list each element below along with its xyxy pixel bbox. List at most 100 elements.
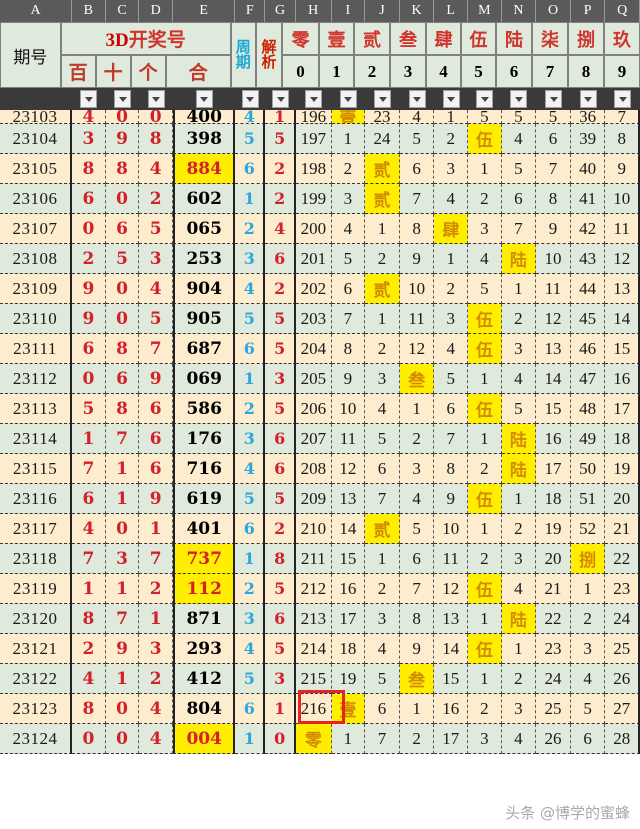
table-row[interactable]: 23115 7 1 6 716 4 6 208 12 6 3 8 2 陆 17 50 19	[0, 454, 640, 484]
chevron-down-icon[interactable]	[476, 90, 494, 108]
filter-dropdown-j[interactable]	[365, 88, 400, 110]
table-row[interactable]: 23123 8 0 4 804 6 1 216 壹 6 1 16 2 3 25 5 27	[0, 694, 640, 724]
table-row[interactable]: 23112 0 6 9 069 1 3 205 9 3 叁 5 1 4 14 47 16	[0, 364, 640, 394]
filter-dropdown-c[interactable]	[106, 88, 140, 110]
table-row[interactable]: 23116 6 1 9 619 5 5 209 13 7 4 9 伍 1 18 51 20	[0, 484, 640, 514]
filter-dropdown-d[interactable]	[139, 88, 173, 110]
chevron-down-icon[interactable]	[305, 90, 323, 108]
column-letter-i[interactable]: I	[332, 0, 366, 22]
chevron-down-icon[interactable]	[339, 90, 357, 108]
table-row[interactable]: 23107 0 6 5 065 2 4 200 4 1 8 肆 3 7 9 42 11	[0, 214, 640, 244]
cell-q: 27	[605, 694, 640, 724]
cell-q: 28	[605, 724, 640, 754]
chevron-down-icon[interactable]	[545, 90, 563, 108]
table-row[interactable]: 23121 2 9 3 293 4 5 214 18 4 9 14 伍 1 23 3 25	[0, 634, 640, 664]
column-letter-o[interactable]: O	[536, 0, 571, 22]
cell-o: 25	[536, 694, 571, 724]
filter-spacer-a	[0, 88, 72, 110]
column-letter-d[interactable]: D	[139, 0, 173, 22]
table-row[interactable]: 23117 4 0 1 401 6 2 210 14 贰 5 10 1 2 19 52 21	[0, 514, 640, 544]
cell-q: 18	[605, 424, 640, 454]
cell-period: 23117	[0, 514, 73, 544]
table-row[interactable]: 23119 1 1 2 112 2 5 212 16 2 7 12 伍 4 21 1 23	[0, 574, 640, 604]
column-letter-m[interactable]: M	[468, 0, 502, 22]
cell-zhouqi: 4	[235, 110, 266, 124]
chevron-down-icon[interactable]	[614, 90, 632, 108]
table-row[interactable]: 23105 8 8 4 884 6 2 198 2 贰 6 3 1 5 7 40 9	[0, 154, 640, 184]
cell-period: 23124	[0, 724, 73, 754]
filter-dropdown-f[interactable]	[235, 88, 265, 110]
cell-jiexi: 3	[265, 364, 297, 394]
filter-dropdown-h[interactable]	[296, 88, 332, 110]
table-row[interactable]: 23110 9 0 5 905 5 5 203 7 1 11 3 伍 2 12 45 14	[0, 304, 640, 334]
table-row[interactable]: 23109 9 0 4 904 4 2 202 6 贰 10 2 5 1 11 44 13	[0, 274, 640, 304]
cell-k: 5	[399, 514, 435, 544]
chevron-down-icon[interactable]	[579, 90, 597, 108]
table-row[interactable]: 23122 4 1 2 412 5 3 215 19 5 叁 15 1 2 24 4 26	[0, 664, 640, 694]
column-letter-p[interactable]: P	[571, 0, 606, 22]
cell-period: 23116	[0, 484, 73, 514]
chevron-down-icon[interactable]	[272, 90, 290, 108]
filter-dropdown-l[interactable]	[434, 88, 468, 110]
chevron-down-icon[interactable]	[374, 90, 392, 108]
table-row[interactable]: 23108 2 5 3 253 3 6 201 5 2 9 1 4 陆 10 43 12	[0, 244, 640, 274]
cell-period: 23111	[0, 334, 73, 364]
cell-n: 陆	[501, 454, 537, 484]
cell-k: 8	[399, 214, 435, 244]
cell-l: 5	[434, 364, 469, 394]
chevron-down-icon[interactable]	[408, 90, 426, 108]
filter-dropdown-i[interactable]	[332, 88, 366, 110]
table-row[interactable]: 23118 7 3 7 737 1 8 211 15 1 6 11 2 3 20 捌 22	[0, 544, 640, 574]
cell-m: 5	[468, 110, 502, 124]
table-row[interactable]: 23103 4 0 0 400 4 1 196 壹 23 4 1 5 5 5 36 7	[0, 110, 640, 124]
filter-dropdown-e[interactable]	[173, 88, 235, 110]
filter-dropdown-g[interactable]	[265, 88, 296, 110]
column-letter-a[interactable]: A	[0, 0, 73, 22]
column-letter-g[interactable]: G	[265, 0, 296, 22]
filter-dropdown-n[interactable]	[502, 88, 537, 110]
column-letter-h[interactable]: H	[296, 0, 332, 22]
table-row[interactable]: 23104 3 9 8 398 5 5 197 1 24 5 2 伍 4 6 39 8	[0, 124, 640, 154]
chevron-down-icon[interactable]	[510, 90, 528, 108]
column-letter-b[interactable]: B	[72, 0, 106, 22]
column-letter-e[interactable]: E	[173, 0, 236, 22]
column-letter-q[interactable]: Q	[605, 0, 640, 22]
table-row[interactable]: 23120 8 7 1 871 3 6 213 17 3 8 13 1 陆 22 2 24	[0, 604, 640, 634]
cell-p: 40	[570, 154, 606, 184]
autofilter-row[interactable]	[0, 88, 640, 110]
cell-sum: 176	[172, 424, 236, 454]
chevron-down-icon[interactable]	[241, 90, 259, 108]
cell-o: 8	[536, 184, 571, 214]
column-letter-n[interactable]: N	[502, 0, 537, 22]
filter-dropdown-q[interactable]	[605, 88, 640, 110]
table-row[interactable]: 23114 1 7 6 176 3 6 207 11 5 2 7 1 陆 16 49 18	[0, 424, 640, 454]
table-row[interactable]: 23124 0 0 4 004 1 0 零 1 7 2 17 3 4 26 6 28	[0, 724, 640, 754]
chevron-down-icon[interactable]	[442, 90, 460, 108]
cell-zhouqi: 6	[235, 154, 266, 184]
table-row[interactable]: 23111 6 8 7 687 6 5 204 8 2 12 4 伍 3 13 46 15	[0, 334, 640, 364]
column-letter-k[interactable]: K	[400, 0, 435, 22]
table-row[interactable]: 23113 5 8 6 586 2 5 206 10 4 1 6 伍 5 15 48 17	[0, 394, 640, 424]
column-letter-l[interactable]: L	[434, 0, 468, 22]
column-letter-c[interactable]: C	[106, 0, 140, 22]
cell-shi: 0	[105, 514, 140, 544]
chevron-down-icon[interactable]	[80, 90, 98, 108]
cell-zhouqi: 3	[235, 244, 266, 274]
cell-i: 16	[331, 574, 366, 604]
cell-sum: 112	[172, 574, 236, 604]
cell-i: 19	[331, 664, 366, 694]
filter-dropdown-m[interactable]	[468, 88, 502, 110]
column-letter-j[interactable]: J	[365, 0, 400, 22]
filter-dropdown-o[interactable]	[536, 88, 571, 110]
cell-q: 25	[605, 634, 640, 664]
header-zhouqi-label: 周期	[235, 38, 251, 71]
chevron-down-icon[interactable]	[195, 90, 213, 108]
chevron-down-icon[interactable]	[147, 90, 165, 108]
filter-dropdown-k[interactable]	[400, 88, 435, 110]
chevron-down-icon[interactable]	[114, 90, 132, 108]
filter-dropdown-p[interactable]	[571, 88, 606, 110]
table-row[interactable]: 23106 6 0 2 602 1 2 199 3 贰 7 4 2 6 8 41 10	[0, 184, 640, 214]
filter-dropdown-b[interactable]	[72, 88, 106, 110]
cell-bai: 1	[72, 424, 106, 454]
column-letter-f[interactable]: F	[235, 0, 266, 22]
